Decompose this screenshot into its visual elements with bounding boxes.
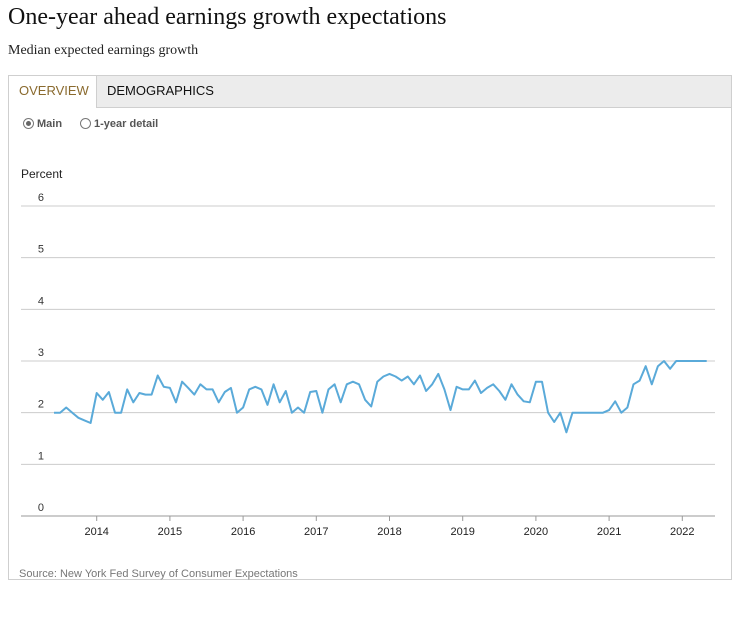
radio-unchecked-icon	[80, 118, 91, 129]
radio-main[interactable]: Main	[23, 118, 62, 130]
y-tick-label: 1	[38, 450, 44, 462]
tab-overview[interactable]: OVERVIEW	[9, 76, 97, 108]
radio-1-year-detail[interactable]: 1-year detail	[80, 118, 158, 130]
line-chart: Percent 0 1 2 3 4 5 6 2014 2015 2016 2017 2018 2019…	[21, 167, 715, 538]
x-tick-label: 2022	[670, 526, 694, 538]
x-tick-label: 2019	[450, 526, 474, 538]
y-tick-labels: 0 1 2 3 4 5 6	[38, 192, 44, 514]
tab-bar: OVERVIEW DEMOGRAPHICS	[9, 76, 731, 108]
x-tick-label: 2017	[304, 526, 328, 538]
y-tick-label: 6	[38, 192, 44, 204]
chart-panel: OVERVIEW DEMOGRAPHICS Main 1-year detail…	[8, 75, 732, 580]
y-tick-label: 3	[38, 347, 44, 359]
y-axis-label: Percent	[21, 167, 63, 181]
radio-main-label: Main	[37, 118, 63, 130]
radio-checked-icon	[23, 118, 34, 129]
page-title: One-year ahead earnings growth expectati…	[8, 4, 447, 30]
y-tick-label: 2	[38, 399, 44, 411]
y-tick-label: 5	[38, 244, 44, 256]
y-tick-label: 0	[38, 502, 44, 514]
x-tick-label: 2014	[84, 526, 108, 538]
x-tick-label: 2016	[231, 526, 255, 538]
source-note: Source: New York Fed Survey of Consumer …	[19, 568, 298, 580]
y-tick-label: 4	[38, 295, 44, 307]
gridlines	[21, 205, 715, 517]
radio-1-year-detail-label: 1-year detail	[94, 118, 159, 130]
x-tick-labels: 2014 2015 2016 2017 2018 2019 2020 2021 2022	[84, 516, 695, 538]
series-line	[54, 360, 707, 434]
page-subtitle: Median expected earnings growth	[8, 43, 199, 58]
tab-demographics[interactable]: DEMOGRAPHICS	[107, 83, 214, 98]
x-tick-label: 2021	[597, 526, 621, 538]
x-tick-label: 2020	[524, 526, 548, 538]
x-tick-label: 2018	[377, 526, 401, 538]
x-tick-label: 2015	[158, 526, 182, 538]
